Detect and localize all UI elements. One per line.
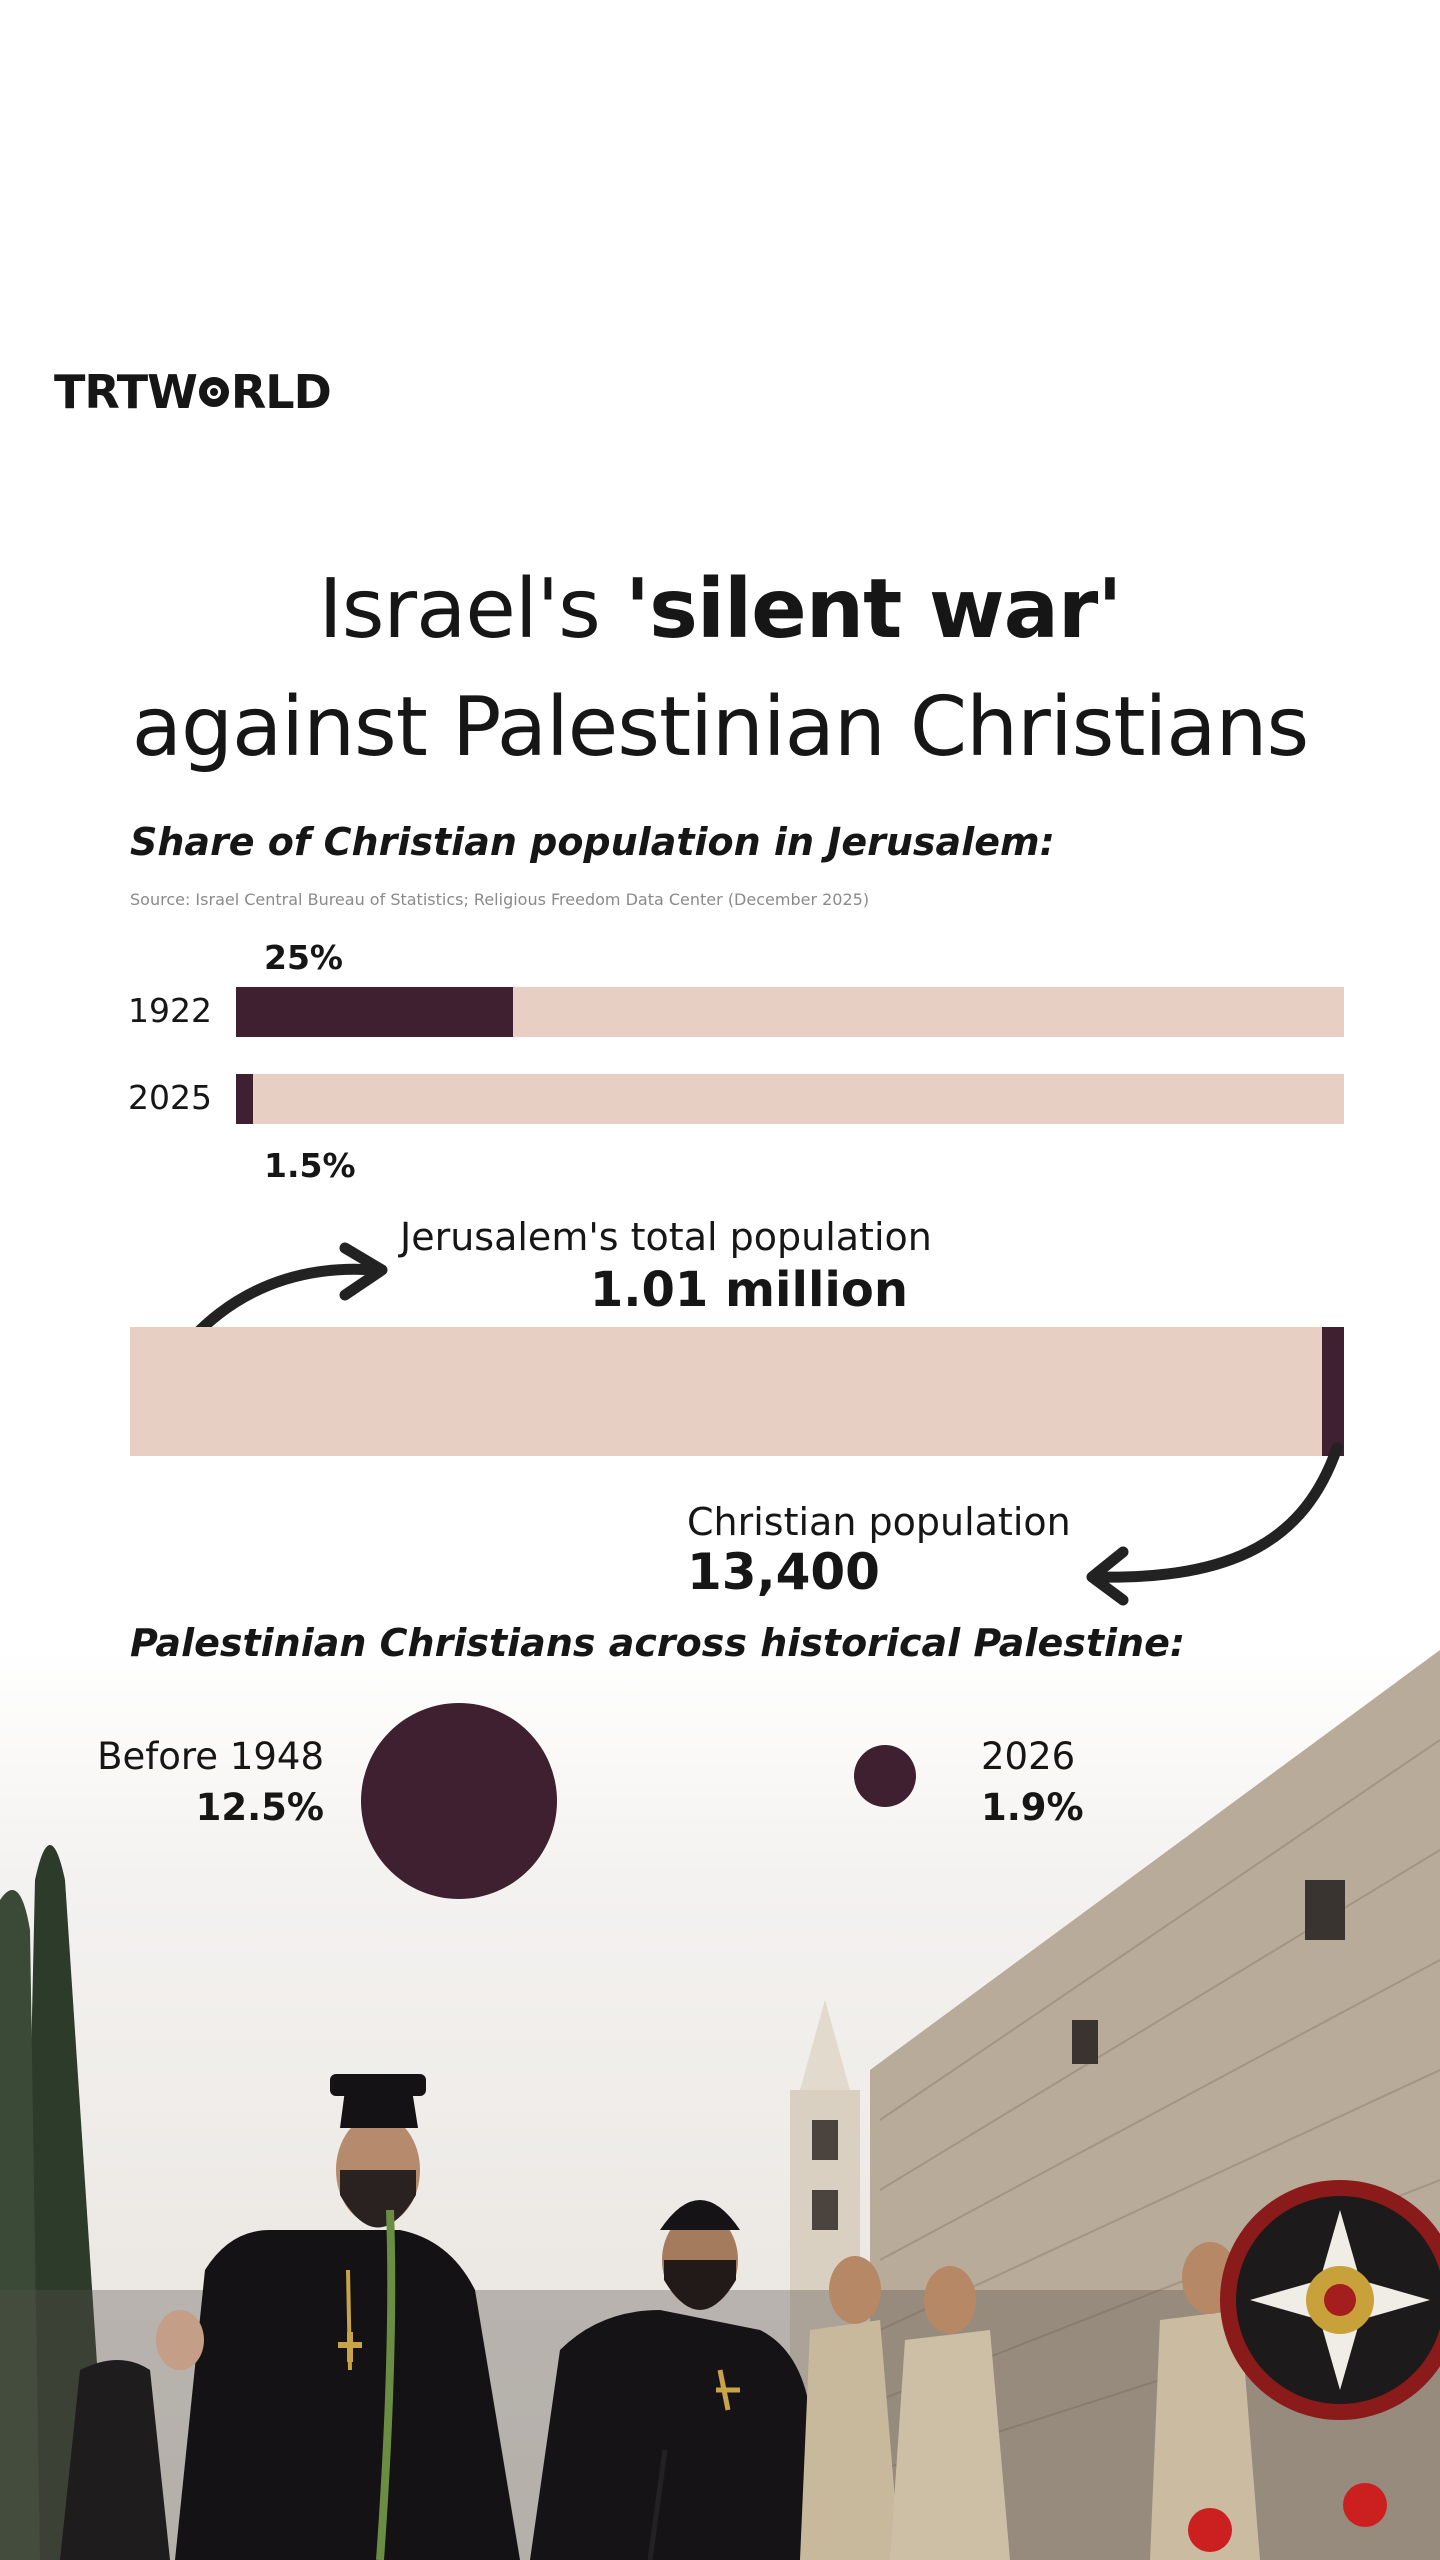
share-chart-title: Share of Christian population in Jerusal… bbox=[130, 820, 1055, 864]
procession-photo bbox=[0, 1650, 1440, 2560]
before-1948-value: 12.5% bbox=[195, 1786, 324, 1829]
total-population-label: Jerusalem's total population bbox=[400, 1215, 932, 1259]
share-value-label-2025: 1.5% bbox=[264, 1146, 356, 1185]
page-title-line1: Israel's 'silent war' bbox=[0, 555, 1440, 665]
christian-population-value: 13,400 bbox=[687, 1543, 880, 1601]
logo-text-right: RLD bbox=[230, 365, 332, 419]
share-bar-2025 bbox=[236, 1074, 253, 1124]
title-regular: Israel's bbox=[318, 562, 625, 657]
logo-w-letter: W bbox=[147, 365, 198, 419]
historical-palestine-title: Palestinian Christians across historical… bbox=[130, 1621, 1186, 1665]
trt-world-logo: TRT W RLD bbox=[54, 365, 332, 419]
share-bar-1922 bbox=[236, 987, 513, 1037]
share-value-label-1922: 25% bbox=[264, 938, 343, 977]
christian-population-label: Christian population bbox=[687, 1500, 1071, 1544]
year-2026-label: 2026 bbox=[981, 1735, 1076, 1778]
bubble-before-1948 bbox=[361, 1703, 557, 1899]
logo-text-left: TRT bbox=[54, 365, 148, 419]
page-title-line2: against Palestinian Christians bbox=[131, 680, 1310, 775]
title-bold: 'silent war' bbox=[624, 562, 1122, 657]
share-year-label-2025: 2025 bbox=[128, 1078, 212, 1117]
before-1948-label: Before 1948 bbox=[97, 1735, 324, 1778]
logo-ring-icon bbox=[198, 377, 229, 407]
share-year-label-1922: 1922 bbox=[128, 991, 212, 1030]
year-2026-value: 1.9% bbox=[981, 1786, 1084, 1829]
christian-population-bar bbox=[1322, 1327, 1344, 1456]
bubble-2026 bbox=[854, 1745, 916, 1807]
source-note: Source: Israel Central Bureau of Statist… bbox=[130, 890, 870, 909]
curved-arrow-down-icon bbox=[1086, 1442, 1343, 1606]
share-bar-track-2025 bbox=[236, 1074, 1344, 1124]
total-population-value: 1.01 million bbox=[589, 1262, 908, 1318]
logo-wordmark: TRT W RLD bbox=[54, 365, 332, 419]
total-population-bar bbox=[130, 1327, 1344, 1456]
